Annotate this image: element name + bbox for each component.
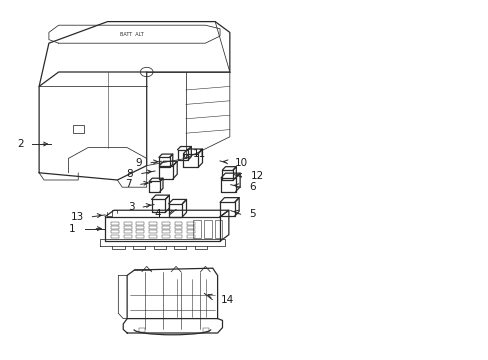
- Bar: [187, 226, 195, 229]
- Bar: [123, 226, 131, 229]
- Text: 11: 11: [193, 149, 206, 159]
- Bar: [174, 235, 182, 238]
- Bar: [162, 235, 169, 238]
- Bar: [123, 235, 131, 238]
- Bar: [187, 235, 195, 238]
- Bar: [187, 222, 195, 225]
- Bar: [136, 226, 144, 229]
- Bar: [149, 222, 157, 225]
- Text: 14: 14: [221, 294, 234, 305]
- Bar: [187, 230, 195, 233]
- Bar: [162, 230, 169, 233]
- Bar: [111, 222, 119, 225]
- Text: 8: 8: [126, 168, 133, 179]
- Bar: [139, 328, 145, 332]
- Bar: [73, 125, 84, 133]
- Bar: [136, 222, 144, 225]
- Text: 12: 12: [250, 171, 263, 181]
- Bar: [214, 220, 222, 238]
- Text: BATT  ALT: BATT ALT: [120, 32, 143, 37]
- Text: 1: 1: [69, 224, 76, 234]
- Bar: [203, 220, 211, 238]
- Bar: [162, 222, 169, 225]
- Bar: [111, 235, 119, 238]
- Text: 13: 13: [70, 212, 83, 222]
- Bar: [136, 235, 144, 238]
- Bar: [149, 226, 157, 229]
- Bar: [162, 226, 169, 229]
- Bar: [136, 230, 144, 233]
- Bar: [149, 235, 157, 238]
- Bar: [123, 222, 131, 225]
- Text: 5: 5: [249, 209, 256, 219]
- Text: 10: 10: [234, 158, 247, 168]
- Bar: [174, 222, 182, 225]
- Bar: [111, 230, 119, 233]
- Text: 4: 4: [154, 209, 161, 219]
- Text: 9: 9: [135, 158, 142, 168]
- Bar: [123, 230, 131, 233]
- Text: 7: 7: [125, 179, 132, 189]
- Bar: [111, 226, 119, 229]
- Bar: [193, 220, 201, 238]
- Bar: [149, 230, 157, 233]
- Bar: [203, 328, 208, 332]
- Bar: [174, 230, 182, 233]
- Text: 6: 6: [249, 182, 256, 192]
- Text: 3: 3: [127, 202, 134, 212]
- Text: 2: 2: [17, 139, 23, 149]
- Bar: [174, 226, 182, 229]
